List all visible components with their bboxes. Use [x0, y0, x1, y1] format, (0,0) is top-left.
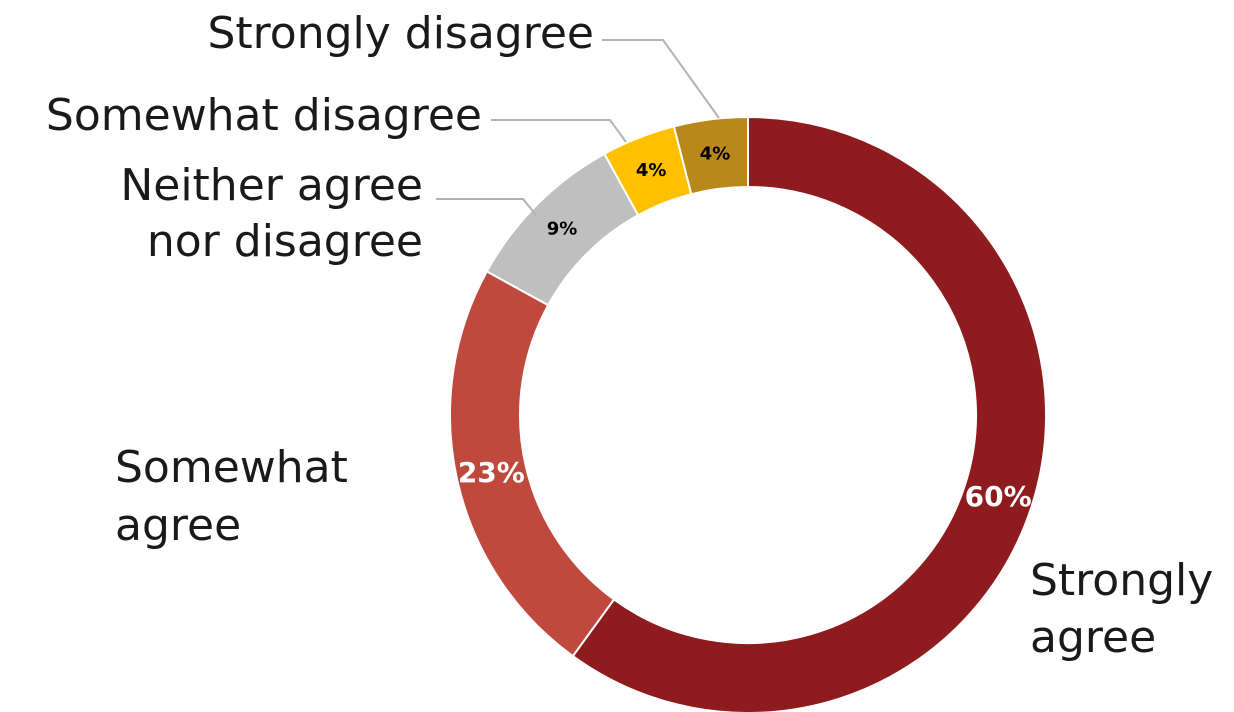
category-label-neither-agree-nor-disagree: nor disagree — [147, 216, 423, 267]
category-label-somewhat-agree: agree — [115, 500, 241, 551]
slice-value-neither-agree-nor-disagree: 9% — [547, 219, 578, 240]
slice-strongly-disagree — [672, 115, 749, 196]
slice-value-somewhat-agree: 23% — [458, 456, 525, 489]
category-label-strongly-disagree: Strongly disagree — [207, 8, 594, 59]
category-label-somewhat-agree: Somewhat — [115, 442, 348, 493]
leader-line-neither-agree-nor-disagree — [436, 198, 537, 216]
slice-value-somewhat-disagree: 4% — [636, 160, 667, 181]
slice-value-strongly-agree: 60% — [965, 480, 1032, 513]
leader-line-strongly-disagree — [602, 39, 720, 119]
category-label-somewhat-disagree: Somewhat disagree — [46, 90, 482, 141]
leader-line-somewhat-disagree — [491, 119, 627, 143]
slice-strongly-agree — [571, 115, 1047, 712]
slice-value-strongly-disagree: 4% — [700, 144, 731, 165]
category-label-neither-agree-nor-disagree: Neither agree — [120, 160, 423, 211]
category-label-strongly-agree: Strongly — [1030, 555, 1213, 606]
category-label-strongly-agree: agree — [1030, 612, 1156, 663]
